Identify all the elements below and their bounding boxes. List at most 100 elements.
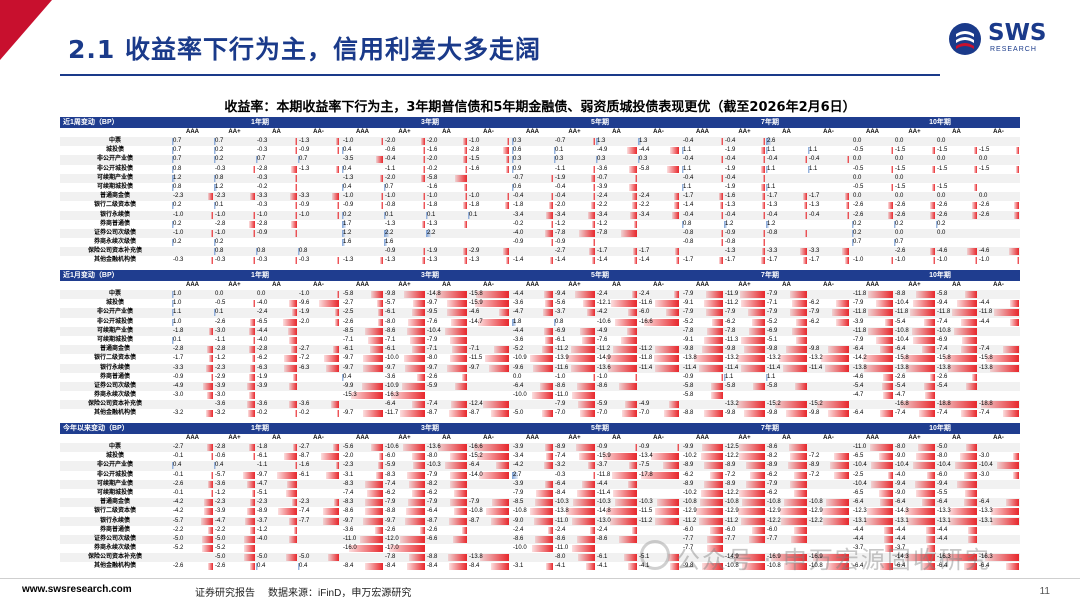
cell-value: -7.9 [767, 291, 778, 297]
value-cell: -11.3 [722, 336, 767, 345]
value-bar [701, 489, 723, 497]
value-cell: 1.1 [680, 165, 725, 174]
value-bar [334, 318, 339, 326]
row-name: 城投债 [105, 453, 124, 460]
cell-value: -1.0 [257, 211, 268, 218]
value-cell [764, 391, 809, 400]
value-bar [738, 444, 765, 451]
value-bar [337, 257, 339, 265]
cell-value: -2.4 [555, 526, 566, 533]
cell-value: -4.4 [513, 327, 524, 334]
footer-site-link[interactable]: www.swsresearch.com [22, 584, 132, 595]
value-cell: 2.2 [424, 229, 469, 238]
cell-value: -2.4 [639, 193, 650, 200]
value-cell: -1.3 [466, 256, 511, 265]
value-bar [593, 239, 595, 247]
value-bar [701, 453, 723, 461]
value-bar [172, 318, 175, 326]
cell-value: -2.6 [937, 211, 948, 218]
value-cell: -13.3 [976, 507, 1021, 516]
value-bar [744, 410, 765, 418]
rating-header-row: AAA AA+ AA AA- AAA AA+ AA AA- AAA AA+ AA AA- AAA AA+ A… [60, 281, 1020, 290]
value-cell: -8.6 [552, 382, 597, 391]
cell-value: 0.2 [937, 220, 946, 227]
cell-value: -4.2 [173, 508, 184, 515]
cell-value: -7.1 [469, 346, 480, 353]
value-bar [446, 364, 467, 372]
value-cell: -8.3 [340, 480, 385, 489]
rating-label: AA+ [568, 435, 581, 441]
value-cell: -3.0 [212, 391, 257, 400]
value-bar [461, 373, 467, 381]
value-cell: 0.0 [892, 229, 937, 238]
cell-value: -2.0 [343, 453, 354, 460]
cell-value: -4.1 [555, 563, 566, 570]
value-cell: -11.8 [934, 308, 979, 317]
value-bar [475, 300, 509, 308]
cell-value: -1.7 [639, 248, 650, 255]
cell-value: -1.7 [683, 257, 694, 264]
value-bar [412, 309, 425, 317]
value-cell: 0.0 [934, 229, 979, 238]
value-cell: -8.0 [424, 354, 469, 363]
value-bar [502, 248, 509, 256]
value-cell: 1.0 [170, 318, 215, 327]
value-bar [721, 229, 723, 237]
value-bar [925, 535, 935, 543]
value-bar [615, 499, 637, 507]
value-cell: -12.2 [722, 489, 767, 498]
cell-value: -9.6 [513, 364, 524, 371]
value-bar [699, 517, 723, 525]
cell-value: -3.9 [257, 382, 268, 389]
rating-label: AAA [186, 435, 199, 441]
value-cell: -5.1 [254, 489, 299, 498]
value-bar [256, 248, 258, 256]
cell-value: -1.6 [725, 193, 736, 200]
cell-value: -0.9 [683, 373, 694, 380]
cell-value: -6.3 [299, 364, 310, 371]
value-bar [451, 401, 467, 409]
value-cell: 0.0 [850, 174, 895, 183]
cell-value: -0.8 [683, 239, 694, 246]
value-cell: -0.9 [254, 229, 299, 238]
value-bar [942, 554, 977, 562]
cell-value: -13.8 [853, 364, 867, 371]
value-bar [293, 444, 297, 451]
value-bar [214, 309, 216, 317]
cell-value: -0.6 [215, 453, 226, 460]
value-cell: 0.2 [170, 220, 215, 229]
cell-value: -3.9 [215, 382, 226, 389]
value-bar [939, 401, 977, 409]
value-bar [581, 480, 595, 488]
cell-value: -9.4 [555, 291, 566, 297]
value-bar [252, 229, 255, 237]
value-cell: -6.4 [934, 498, 979, 507]
cell-value: -8.8 [427, 554, 438, 561]
value-cell: -8.7 [296, 452, 341, 461]
value-bar [292, 499, 297, 507]
cell-value: -1.6 [427, 147, 438, 154]
value-bar [278, 508, 297, 516]
value-bar [172, 183, 174, 191]
value-cell [976, 489, 1021, 498]
value-cell: -5.0 [510, 409, 555, 418]
cell-value: 0.7 [173, 147, 182, 154]
value-bar [445, 462, 467, 470]
value-cell: 0.2 [170, 201, 215, 210]
cell-value: -1.3 [299, 138, 310, 144]
value-cell: -7.2 [722, 471, 767, 480]
value-cell: -0.3 [552, 471, 597, 480]
table-row: 非公开城投债 -0.1 -5.7 -9.7 -6.1 -3.1 -8.3 -7.9 -14.0 2… [60, 471, 1020, 480]
value-cell: -3.6 [594, 165, 639, 174]
cell-value: -2.8 [257, 165, 268, 172]
cell-value: -3.6 [513, 300, 524, 307]
value-cell: -2.4 [254, 308, 299, 317]
cell-value: -0.2 [257, 410, 268, 417]
rating-label: AA+ [908, 129, 921, 135]
value-bar [545, 453, 553, 461]
header: 2.1 收益率下行为主，信用利差大多走阔 SWS RESEARCH [0, 0, 1080, 92]
value-bar [643, 318, 679, 326]
value-cell: -2.2 [636, 201, 681, 210]
value-cell: -0.4 [680, 211, 725, 220]
value-cell: -1.7 [636, 247, 681, 256]
